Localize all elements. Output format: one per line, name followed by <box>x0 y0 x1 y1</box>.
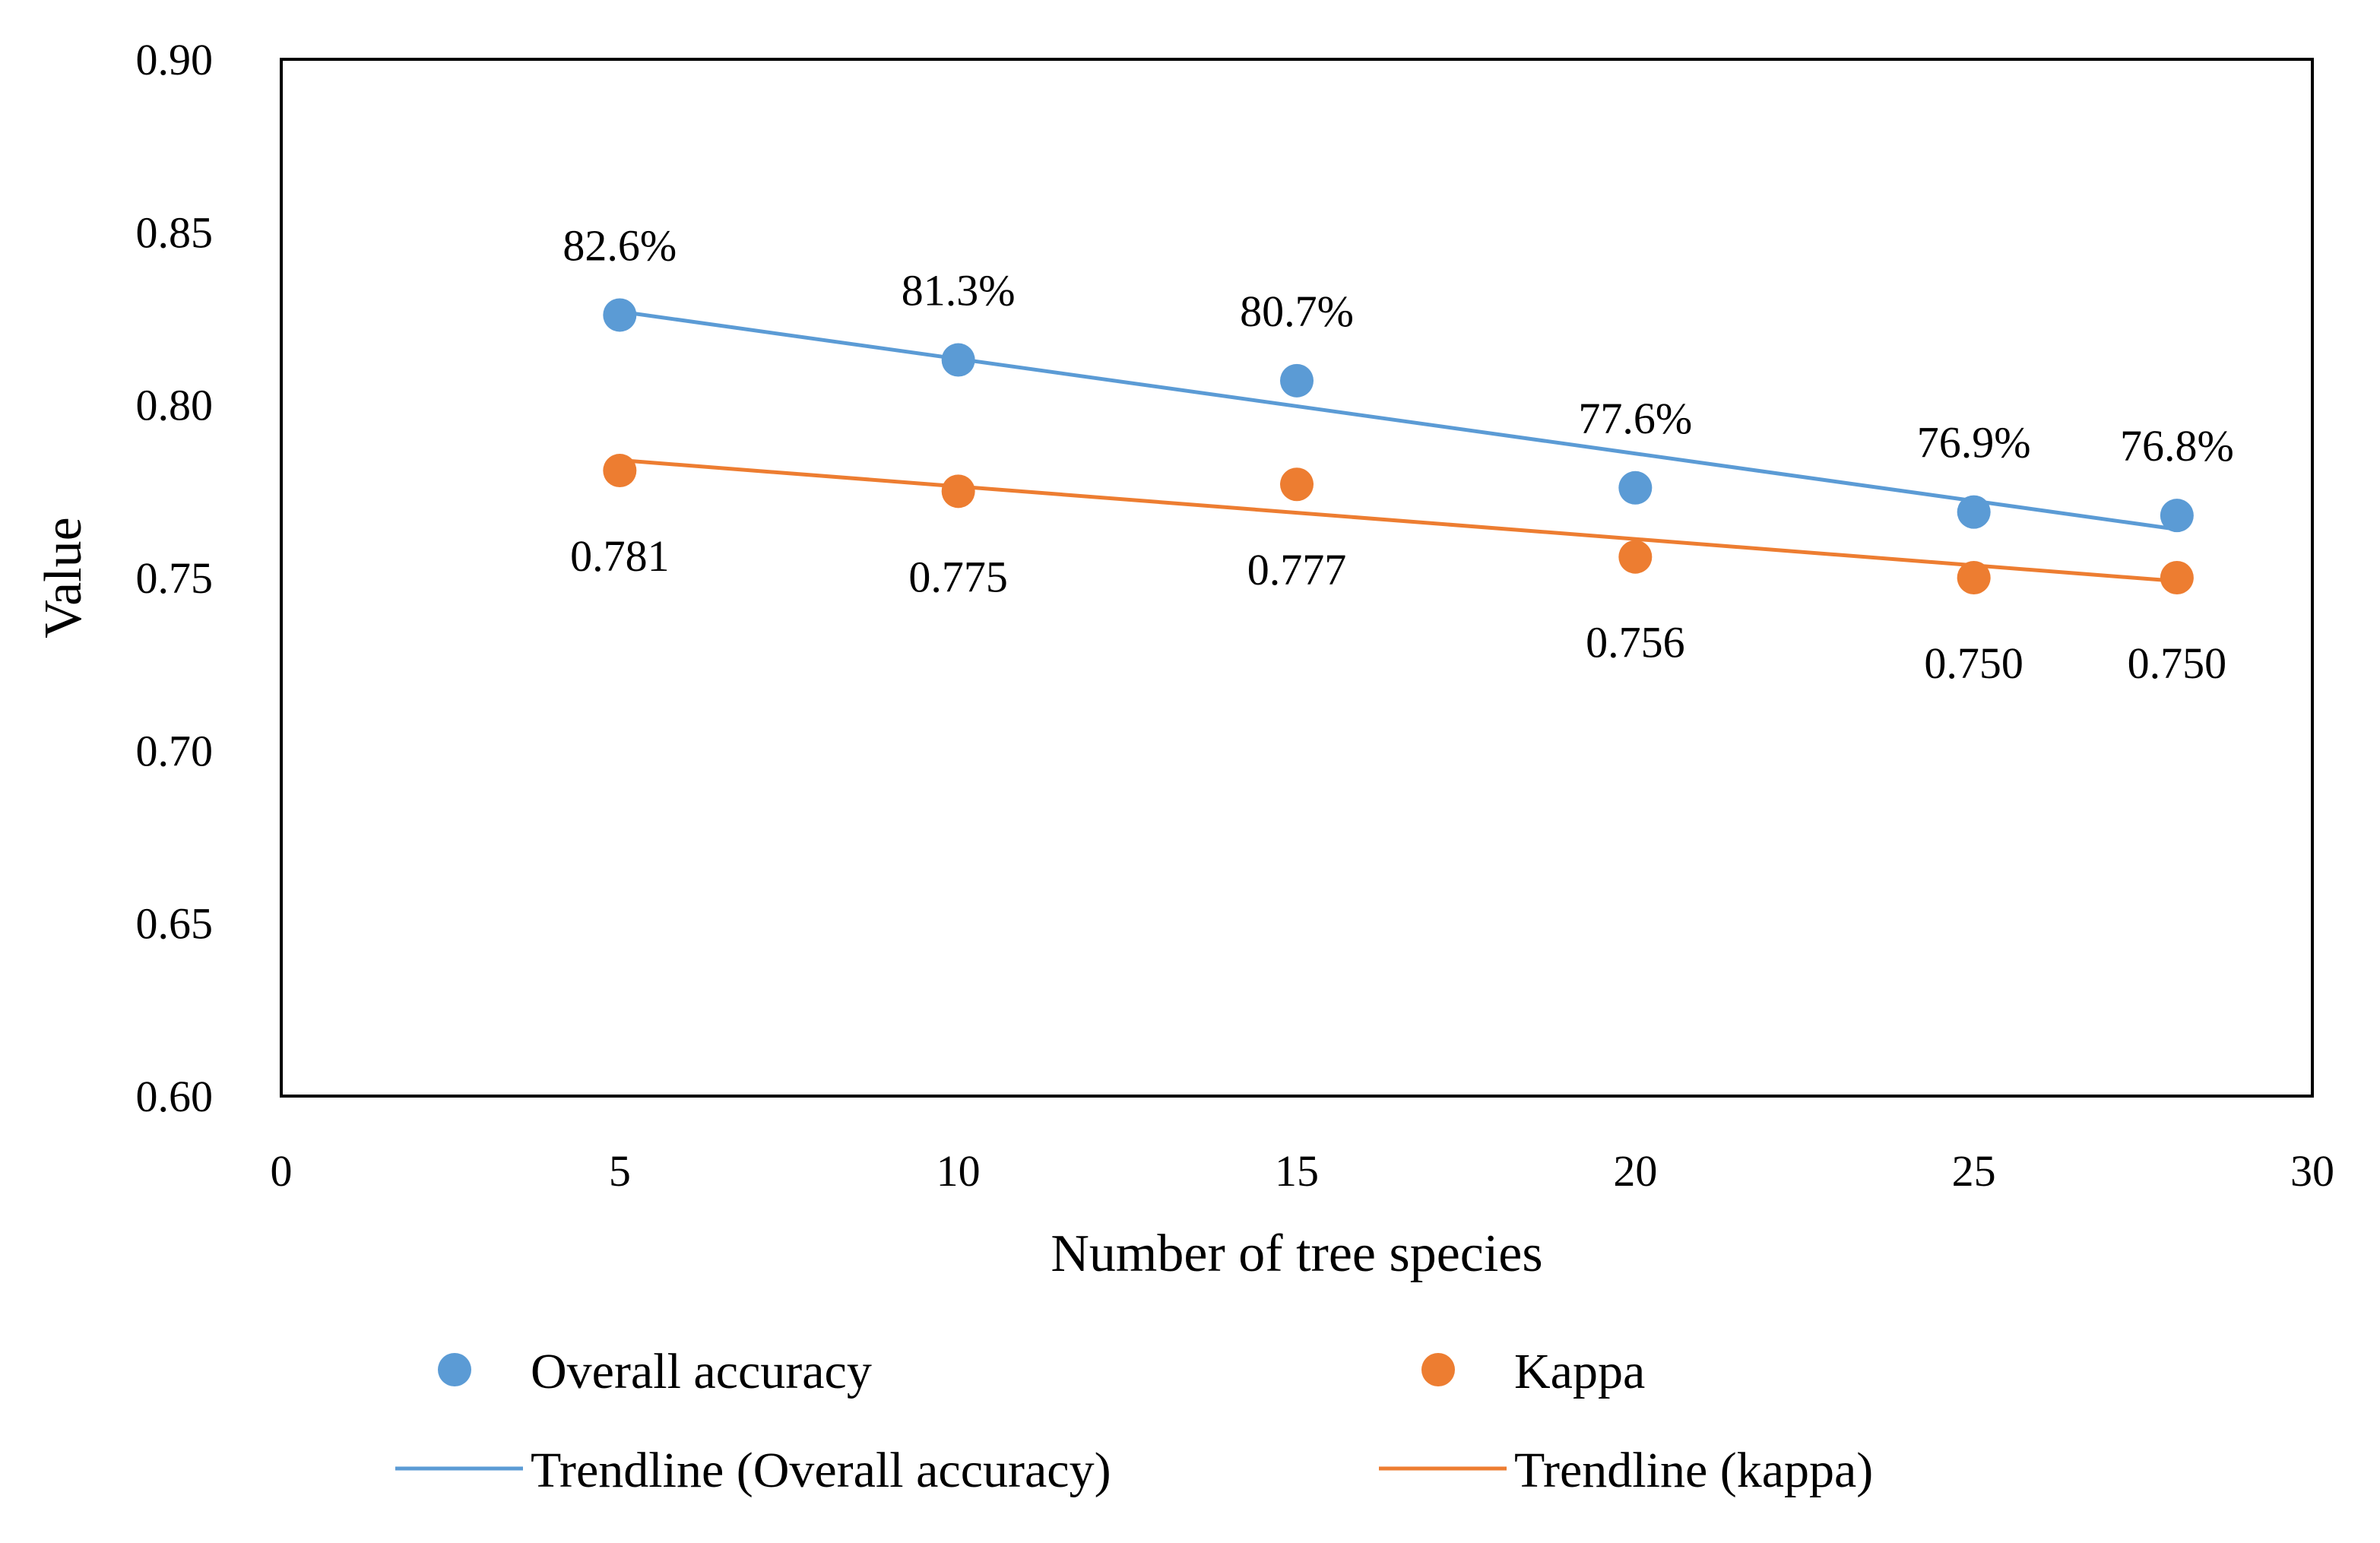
point-overall-accuracy <box>1957 495 1991 529</box>
data-label-kappa: 0.750 <box>2128 638 2227 688</box>
legend-item-trendline-overall-accuracy: Trendline (Overall accuracy) <box>395 1443 1111 1498</box>
y-tick-label: 0.75 <box>136 553 214 603</box>
point-overall-accuracy <box>941 343 975 377</box>
data-points <box>603 298 2194 594</box>
y-tick-label: 0.80 <box>136 381 214 430</box>
data-label-overall-accuracy: 82.6% <box>563 220 677 270</box>
data-labels: 82.6% 81.3% 80.7% 77.6% 76.9% 76.8% 0.781 0.775… <box>563 220 2233 688</box>
trendline-kappa <box>620 458 2178 584</box>
data-label-overall-accuracy: 81.3% <box>902 266 1016 315</box>
x-tick-labels: 0 5 10 15 20 25 30 <box>271 1146 2335 1196</box>
x-tick-label: 20 <box>1613 1146 1657 1196</box>
point-kappa <box>1280 467 1314 502</box>
y-tick-label: 0.60 <box>136 1072 214 1121</box>
y-tick-label: 0.85 <box>136 208 214 257</box>
legend-label-trendline-overall-accuracy: Trendline (Overall accuracy) <box>531 1443 1111 1498</box>
legend-item-trendline-kappa: Trendline (kappa) <box>1379 1443 1873 1498</box>
point-kappa <box>1957 561 1991 594</box>
legend-marker-kappa <box>1421 1353 1455 1386</box>
legend-item-kappa: Kappa <box>1421 1344 1645 1399</box>
data-label-overall-accuracy: 76.8% <box>2120 421 2234 471</box>
trendlines <box>619 309 2178 584</box>
data-label-kappa: 0.756 <box>1586 618 1685 667</box>
point-kappa <box>941 474 975 509</box>
trendline-overall-accuracy <box>619 309 2178 531</box>
legend-marker-overall-accuracy <box>438 1353 471 1386</box>
y-tick-label: 0.65 <box>136 899 214 949</box>
legend-item-overall-accuracy: Overall accuracy <box>438 1344 872 1399</box>
x-tick-label: 25 <box>1952 1146 1996 1196</box>
data-label-overall-accuracy: 80.7% <box>1240 287 1354 336</box>
point-kappa <box>1618 540 1653 574</box>
data-label-kappa: 0.777 <box>1247 545 1347 594</box>
y-tick-label: 0.90 <box>136 35 214 84</box>
data-label-kappa: 0.750 <box>1924 638 2023 688</box>
data-label-overall-accuracy: 77.6% <box>1578 394 1692 443</box>
data-label-kappa: 0.775 <box>908 552 1008 601</box>
x-tick-label: 15 <box>1275 1146 1319 1196</box>
x-tick-label: 30 <box>2290 1146 2334 1196</box>
data-label-overall-accuracy: 76.9% <box>1917 418 2031 467</box>
x-tick-label: 0 <box>271 1146 293 1196</box>
point-overall-accuracy <box>603 298 637 332</box>
x-axis-title: Number of tree species <box>1051 1225 1542 1283</box>
x-tick-label: 10 <box>936 1146 981 1196</box>
x-tick-label: 5 <box>609 1146 631 1196</box>
data-label-kappa: 0.781 <box>570 531 670 581</box>
y-axis-title: Value <box>34 517 93 638</box>
point-overall-accuracy <box>1618 471 1653 505</box>
point-kappa <box>2160 561 2194 594</box>
point-overall-accuracy <box>1280 363 1314 398</box>
legend-label-kappa: Kappa <box>1514 1344 1645 1399</box>
point-kappa <box>603 454 637 488</box>
y-tick-label: 0.70 <box>136 726 214 775</box>
legend: Overall accuracy Kappa Trendline (Overal… <box>395 1344 1873 1498</box>
y-tick-labels: 0.60 0.65 0.70 0.75 0.80 0.85 0.90 <box>136 35 214 1121</box>
legend-label-trendline-kappa: Trendline (kappa) <box>1514 1443 1873 1498</box>
legend-label-overall-accuracy: Overall accuracy <box>531 1344 872 1399</box>
point-overall-accuracy <box>2160 499 2194 533</box>
